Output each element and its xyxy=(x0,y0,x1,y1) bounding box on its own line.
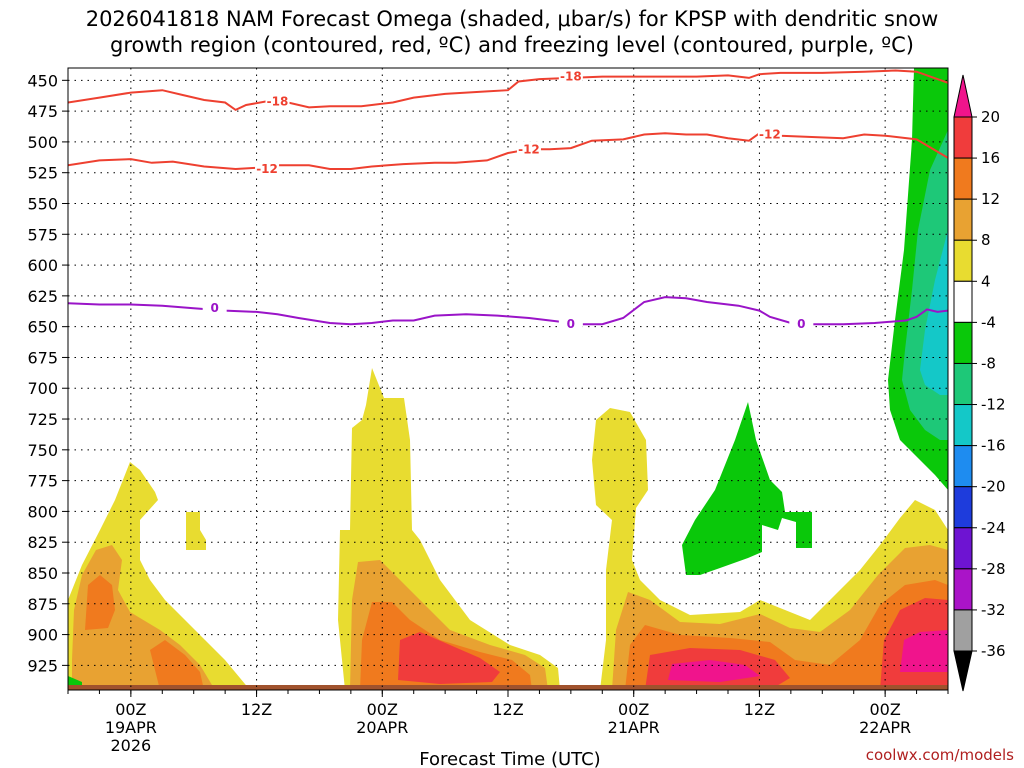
y-tick-label: 875 xyxy=(27,595,58,614)
contour-label: -12 xyxy=(759,128,781,142)
contour-label: 0 xyxy=(567,317,575,331)
omega-shade-neg-4-8 xyxy=(682,402,812,575)
y-tick-label: 700 xyxy=(27,379,58,398)
contour-label-bg xyxy=(558,68,583,84)
colorbar-over-triangle xyxy=(953,74,973,118)
omega-shade-over-20 xyxy=(668,660,760,682)
contour-label-bg xyxy=(202,300,227,316)
contour-label: 0 xyxy=(797,317,805,331)
chart-title-line1: 2026041818 NAM Forecast Omega (shaded, μ… xyxy=(86,7,939,31)
colorbar-bin xyxy=(953,445,973,488)
plot-content: -18 -18 -12 -12 -12 0 0 0 xyxy=(68,68,948,690)
contour-label: -18 xyxy=(560,70,582,84)
colorbar-bin xyxy=(953,280,973,323)
y-tick-label: 925 xyxy=(27,656,58,675)
credit-text: coolwx.com/models xyxy=(866,746,1014,764)
x-tick-label: 20APR xyxy=(356,718,408,737)
omega-shade-4-8 xyxy=(186,512,206,550)
colorbar-bin xyxy=(953,116,973,159)
contour-label: -12 xyxy=(518,142,540,156)
colorbar-bin xyxy=(953,157,973,200)
contour-label-bg xyxy=(265,93,290,109)
x-tick-label: 19APR xyxy=(105,718,157,737)
omega-shade-12-16 xyxy=(85,575,115,630)
y-tick-label: 525 xyxy=(27,164,58,183)
x-axis-label: Forecast Time (UTC) xyxy=(419,749,600,768)
y-tick-label: 650 xyxy=(27,318,58,337)
colorbar-bin xyxy=(953,486,973,529)
plot-area xyxy=(68,68,948,690)
colorbar-bin xyxy=(953,198,973,241)
x-tick-label: 00Z xyxy=(367,700,398,719)
contour-line xyxy=(68,69,948,112)
colorbar-label: -12 xyxy=(981,396,1006,414)
colorbar-label: -8 xyxy=(981,354,996,372)
y-tick-label: 775 xyxy=(27,472,58,491)
omega-shade-neg-12-16 xyxy=(920,230,948,395)
colorbar-under-triangle xyxy=(953,650,973,692)
colorbar-label: 4 xyxy=(981,272,991,290)
colorbar-label: -20 xyxy=(981,478,1006,496)
contour-label: 0 xyxy=(210,301,218,315)
colorbar-label: -4 xyxy=(981,313,996,331)
y-tick-label: 900 xyxy=(27,626,58,645)
y-tick-label: 450 xyxy=(27,71,58,90)
colorbar-label: 12 xyxy=(981,190,1000,208)
omega-shading xyxy=(68,68,948,690)
colorbar-label: -24 xyxy=(981,519,1006,537)
omega-shade-16-20 xyxy=(398,632,500,684)
y-tick-label: 800 xyxy=(27,502,58,521)
y-tick-label: 825 xyxy=(27,533,58,552)
x-tick-label: 00Z xyxy=(618,700,649,719)
y-tick-label: 675 xyxy=(27,348,58,367)
x-tick-label: 2026 xyxy=(110,736,151,755)
colorbar-label: -16 xyxy=(981,437,1006,455)
colorbar-bin xyxy=(953,239,973,282)
colorbar-bin xyxy=(953,568,973,611)
y-tick-label: 625 xyxy=(27,287,58,306)
chart-title-line2: growth region (contoured, red, ºC) and f… xyxy=(110,33,914,57)
contour-label: -12 xyxy=(256,162,278,176)
colorbar-bin xyxy=(953,527,973,570)
y-tick-label: 500 xyxy=(27,133,58,152)
y-axis: 450 475 500 525 550 575 600 625 650 675 700 725 750 7… xyxy=(27,71,68,675)
contours: -18 -18 -12 -12 -12 0 0 0 xyxy=(68,68,948,332)
colorbar-label: 20 xyxy=(981,108,1000,126)
x-tick-label: 12Z xyxy=(744,700,775,719)
x-tick-label: 00Z xyxy=(115,700,146,719)
colorbar-label: -36 xyxy=(981,642,1006,660)
omega-shade-over-20 xyxy=(900,630,948,672)
y-tick-label: 550 xyxy=(27,194,58,213)
colorbar-bin xyxy=(953,362,973,406)
contour-label-bg xyxy=(789,316,814,332)
colorbar-bin xyxy=(953,404,973,447)
contour-label: -18 xyxy=(267,94,289,108)
x-tick-label: 12Z xyxy=(492,700,523,719)
contour-label-bg xyxy=(255,160,280,176)
colorbar-label: 8 xyxy=(981,231,991,249)
y-tick-label: 575 xyxy=(27,225,58,244)
colorbar-bin xyxy=(953,321,973,364)
colorbar-label: -32 xyxy=(981,601,1006,619)
ground-terrain xyxy=(68,685,948,690)
y-tick-label: 750 xyxy=(27,441,58,460)
x-tick-label: 12Z xyxy=(241,700,272,719)
colorbar-label: -28 xyxy=(981,560,1006,578)
contour-label-bg xyxy=(558,316,583,332)
contour-label-bg xyxy=(516,141,541,157)
y-tick-label: 600 xyxy=(27,256,58,275)
x-tick-label: 21APR xyxy=(608,718,660,737)
y-tick-label: 725 xyxy=(27,410,58,429)
contour-label-bg xyxy=(757,126,782,142)
colorbar-label: 16 xyxy=(981,149,1000,167)
y-tick-label: 850 xyxy=(27,564,58,583)
y-tick-label: 475 xyxy=(27,102,58,121)
colorbar: 20 16 12 8 4 -4 -8 -12 -16 -20 -24 -28 -32 -36 xyxy=(953,74,1006,692)
x-tick-label: 22APR xyxy=(859,718,911,737)
omega-shade-12-16 xyxy=(150,640,204,690)
x-tick-label: 00Z xyxy=(869,700,900,719)
colorbar-bin xyxy=(953,609,973,652)
